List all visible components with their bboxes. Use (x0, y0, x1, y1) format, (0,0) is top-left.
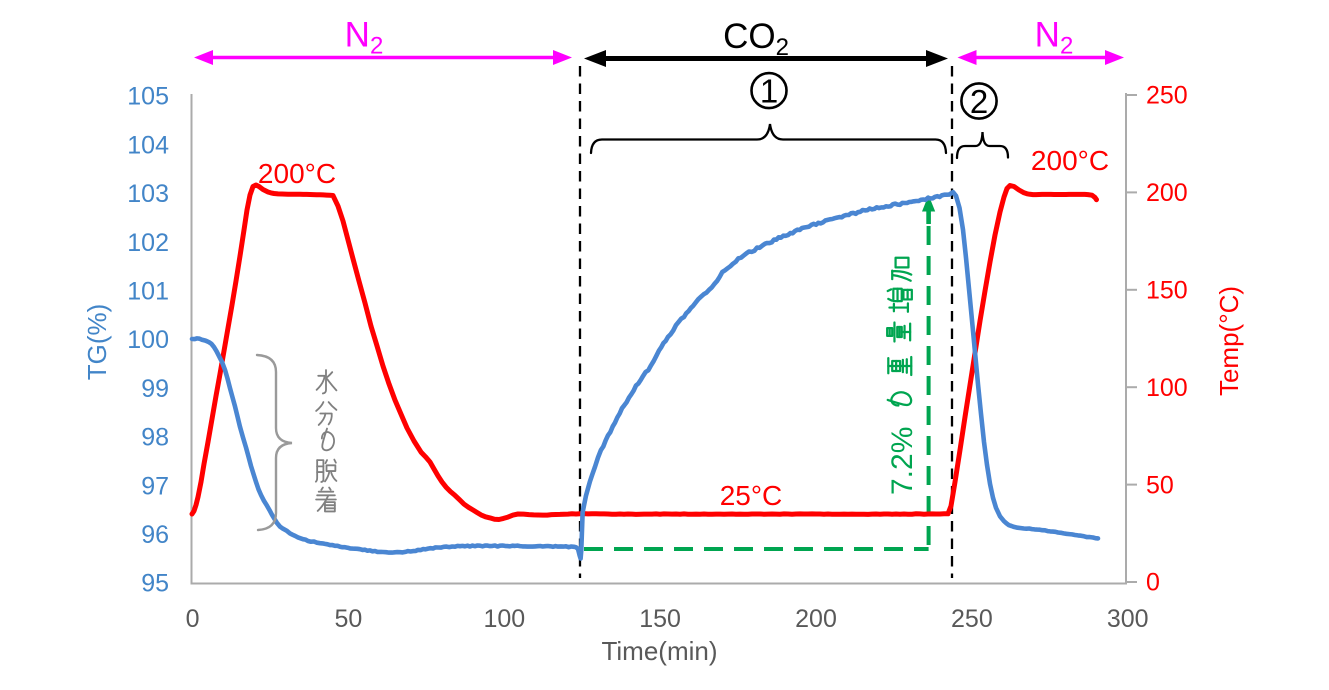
svg-text:250: 250 (1146, 82, 1188, 110)
svg-text:100: 100 (127, 326, 169, 354)
svg-text:250: 250 (951, 605, 993, 633)
svg-text:300: 300 (1107, 605, 1149, 633)
svg-text:1: 1 (760, 73, 778, 110)
svg-text:0: 0 (186, 605, 200, 633)
svg-text:25°C: 25°C (720, 480, 783, 511)
svg-text:2: 2 (970, 83, 988, 120)
svg-text:Temp(°C): Temp(°C) (1214, 286, 1244, 396)
svg-text:N2: N2 (345, 16, 384, 60)
svg-text:200°C: 200°C (258, 158, 336, 189)
svg-text:CO2: CO2 (723, 17, 789, 61)
svg-text:Time(min): Time(min) (601, 636, 717, 666)
svg-text:102: 102 (127, 229, 169, 257)
svg-text:97: 97 (141, 472, 169, 500)
svg-text:50: 50 (334, 605, 362, 633)
svg-text:TG(%): TG(%) (82, 304, 112, 381)
svg-text:200: 200 (1146, 179, 1188, 207)
svg-text:7.2%: 7.2% (886, 427, 919, 495)
svg-text:103: 103 (127, 180, 169, 208)
svg-text:104: 104 (127, 131, 169, 159)
svg-text:200: 200 (795, 605, 837, 633)
svg-text:98: 98 (141, 424, 169, 452)
svg-text:101: 101 (127, 278, 169, 306)
svg-text:95: 95 (141, 570, 169, 598)
svg-text:150: 150 (639, 605, 681, 633)
svg-text:100: 100 (1146, 374, 1188, 402)
svg-text:200°C: 200°C (1031, 145, 1109, 176)
svg-text:0: 0 (1146, 569, 1160, 597)
svg-text:N2: N2 (1035, 16, 1074, 60)
svg-text:99: 99 (141, 375, 169, 403)
svg-text:100: 100 (483, 605, 525, 633)
svg-text:150: 150 (1146, 277, 1188, 305)
svg-text:96: 96 (141, 521, 169, 549)
svg-text:105: 105 (127, 83, 169, 111)
svg-text:50: 50 (1146, 471, 1174, 499)
